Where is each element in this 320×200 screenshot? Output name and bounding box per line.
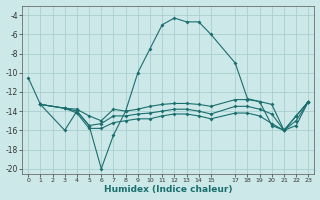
X-axis label: Humidex (Indice chaleur): Humidex (Indice chaleur) <box>104 185 233 194</box>
